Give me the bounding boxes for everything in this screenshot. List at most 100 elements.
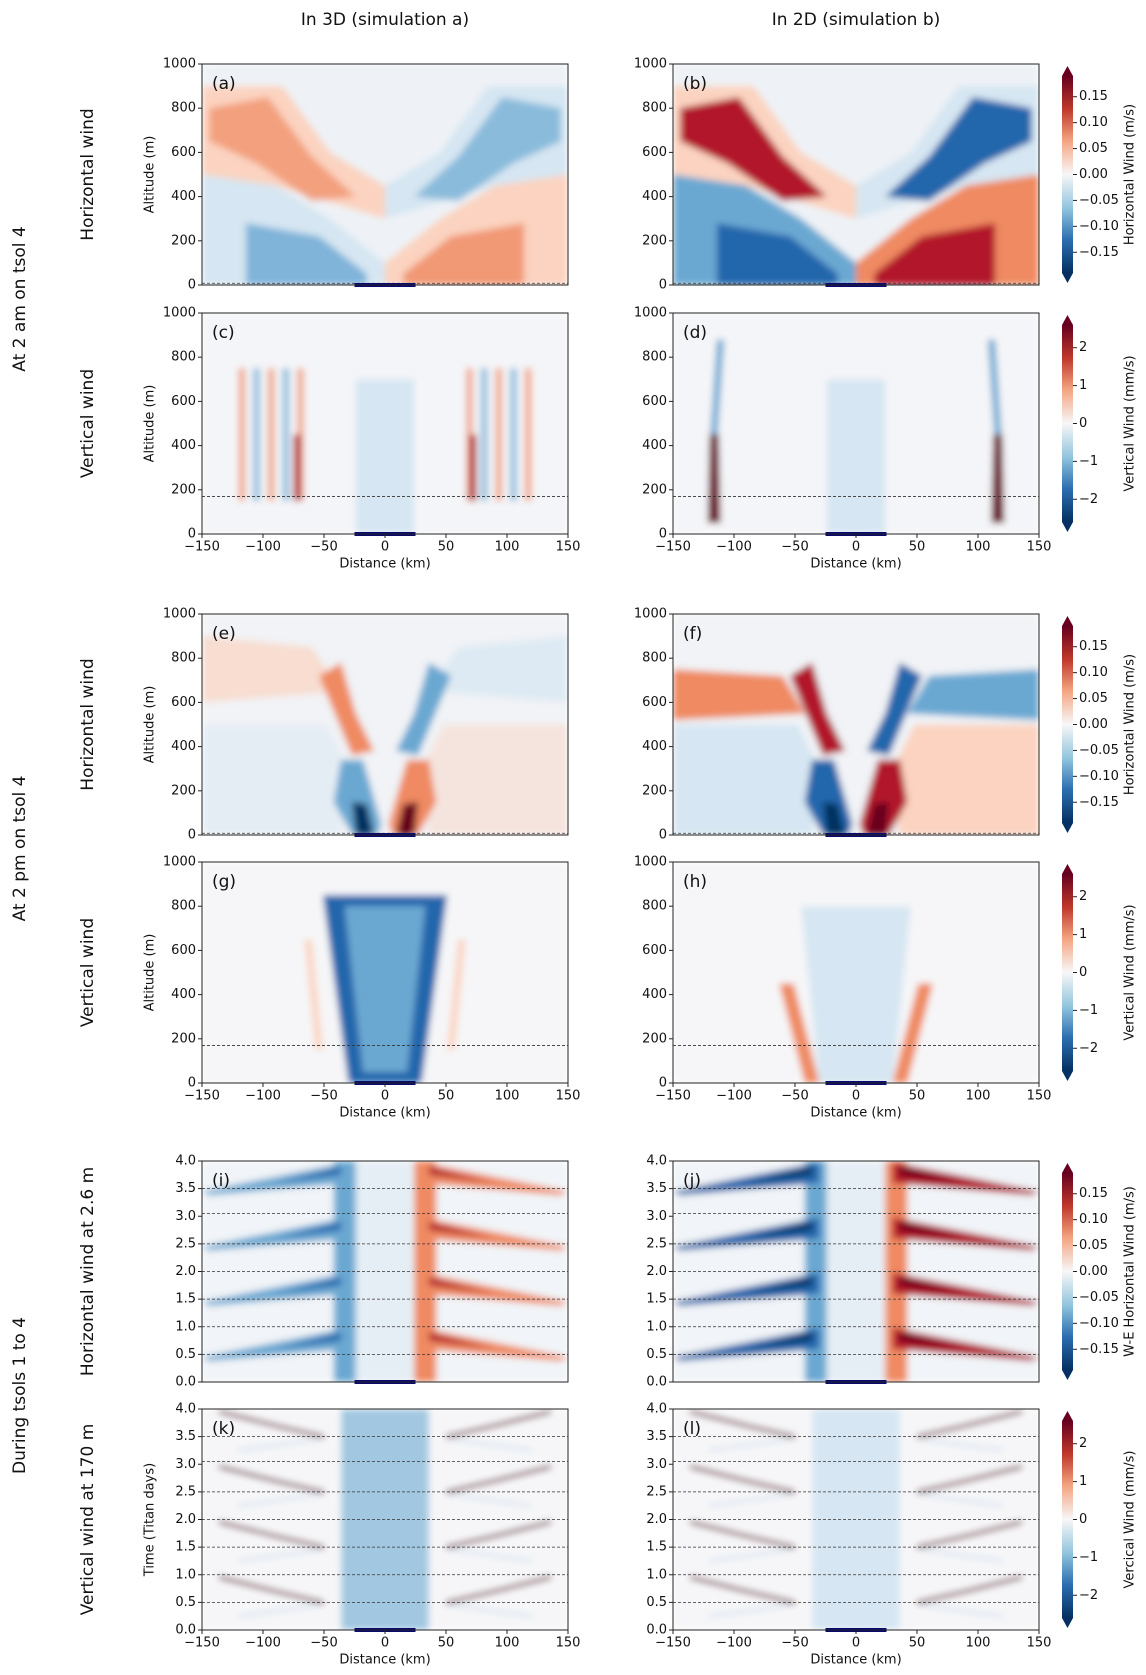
- column-title: In 3D (simulation a): [301, 10, 469, 30]
- y-tick-label: 1.0: [175, 1567, 196, 1582]
- contour-fill: [275, 1166, 342, 1184]
- colorbar-tick-label: 0: [1079, 416, 1087, 431]
- contour-fill: [414, 97, 561, 201]
- x-tick-label: 0: [852, 1089, 860, 1104]
- y-tick-label: 3.0: [646, 1457, 667, 1472]
- contour-fill: [680, 97, 827, 201]
- colorbar-tick-label: 0.15: [1079, 89, 1108, 104]
- x-tick-label: −150: [655, 1636, 691, 1651]
- contour-field: [673, 64, 1039, 285]
- colorbar-extend: [1062, 273, 1073, 283]
- panel-label: (a): [212, 74, 236, 94]
- contour-fill: [801, 906, 911, 1083]
- contour-layer: [202, 64, 568, 285]
- contour-fill: [267, 368, 275, 501]
- y-tick-label: 1.5: [175, 1540, 196, 1555]
- y-tick-label: 2.0: [175, 1264, 196, 1279]
- x-tick-label: 50: [438, 1636, 455, 1651]
- contour-fill: [673, 724, 820, 835]
- y-tick-label: 3.5: [646, 1429, 667, 1444]
- x-tick-label: 50: [909, 540, 926, 555]
- y-tick-label: 600: [171, 943, 196, 958]
- contour-fill: [304, 939, 323, 1050]
- x-axis-label: Distance (km): [810, 557, 901, 572]
- y-tick-label: 800: [642, 350, 667, 365]
- contour-fill: [867, 801, 889, 835]
- colorbar-label: Vertical Wind (mm/s): [1123, 355, 1138, 491]
- contour-fill: [480, 368, 488, 501]
- contour-streak: [916, 1410, 1023, 1439]
- colorbar-label: Horizontal Wind (m/s): [1123, 654, 1138, 795]
- y-tick-label: 200: [642, 233, 667, 248]
- colorbar-tick-label: 2: [1079, 340, 1087, 355]
- colorbar-tick-label: 0.00: [1079, 1264, 1108, 1279]
- plot-frame: [201, 63, 569, 286]
- y-tick-label: 3.0: [646, 1209, 667, 1224]
- row-label: Horizontal wind: [78, 658, 98, 790]
- contour-fill: [885, 97, 1032, 201]
- contour-streak: [708, 1438, 792, 1452]
- x-tick-label: −150: [184, 540, 220, 555]
- contour-fill: [892, 1162, 1039, 1196]
- contour-streak: [689, 1575, 796, 1605]
- colorbar-tick-label: 0.10: [1079, 665, 1108, 680]
- y-tick-label: 1000: [634, 57, 667, 72]
- colorbar-tick-label: −2: [1079, 1041, 1098, 1056]
- contour-field: [202, 1409, 568, 1630]
- contour-fill: [428, 1166, 495, 1184]
- panel-label: (d): [683, 323, 707, 343]
- panel-label: (i): [212, 1171, 230, 1191]
- y-tick-label: 1000: [634, 855, 667, 870]
- y-tick-label: 2.5: [175, 1484, 196, 1499]
- colorbar-tick-label: −1: [1079, 1550, 1098, 1565]
- y-tick-label: 400: [171, 438, 196, 453]
- x-tick-label: −100: [716, 1636, 752, 1651]
- contour-streak: [449, 1548, 533, 1562]
- contour-fill: [202, 724, 349, 835]
- contour-streak: [920, 1493, 1004, 1507]
- y-tick-label: 600: [642, 695, 667, 710]
- contour-fill: [421, 724, 568, 835]
- contour-fill: [510, 368, 517, 501]
- y-tick-label: 4.0: [175, 1154, 196, 1169]
- contour-fill: [245, 223, 367, 285]
- colorbar-extend: [1062, 1370, 1073, 1380]
- row-label: Vertical wind: [78, 369, 98, 478]
- contour-fill: [428, 1277, 495, 1294]
- colorbar-tick-label: −2: [1079, 492, 1098, 507]
- colorbar-extend: [1062, 823, 1073, 833]
- colorbar-tick-label: −0.15: [1079, 1342, 1119, 1357]
- x-tick-label: 150: [556, 540, 581, 555]
- colorbar-tick-label: −2: [1079, 1588, 1098, 1603]
- contour-fill: [293, 434, 301, 501]
- x-tick-label: 50: [438, 1089, 455, 1104]
- panel-label: (g): [212, 872, 236, 892]
- x-tick-label: −100: [245, 1089, 281, 1104]
- y-tick-label: 600: [642, 145, 667, 160]
- x-tick-label: 100: [495, 1636, 520, 1651]
- x-tick-label: 0: [381, 1089, 389, 1104]
- contour-field: [202, 862, 568, 1083]
- colorbar-tick-label: 0.05: [1079, 691, 1108, 706]
- column-title: In 2D (simulation b): [772, 10, 941, 30]
- contour-streak: [708, 1493, 792, 1507]
- contour-streak: [916, 1465, 1023, 1494]
- x-tick-label: 150: [1027, 1089, 1052, 1104]
- contour-streak: [449, 1493, 533, 1507]
- y-tick-label: 0.5: [175, 1347, 196, 1362]
- y-tick-label: 0: [659, 1076, 667, 1091]
- contour-fill: [673, 1272, 820, 1306]
- colorbar-tick-label: 0.00: [1079, 717, 1108, 732]
- contour-streak: [916, 1520, 1023, 1549]
- contour-fill: [991, 434, 1005, 523]
- y-tick-label: 2.0: [175, 1512, 196, 1527]
- contour-streak: [237, 1548, 321, 1562]
- contour-fill: [275, 1221, 342, 1239]
- y-tick-label: 200: [171, 783, 196, 798]
- contour-streak: [708, 1604, 792, 1618]
- contour-fill: [352, 801, 374, 835]
- y-tick-label: 400: [642, 438, 667, 453]
- x-axis-label: Distance (km): [810, 1106, 901, 1121]
- colorbar-tick-label: 1: [1079, 927, 1087, 942]
- colorbar-tick-label: −0.05: [1079, 743, 1119, 758]
